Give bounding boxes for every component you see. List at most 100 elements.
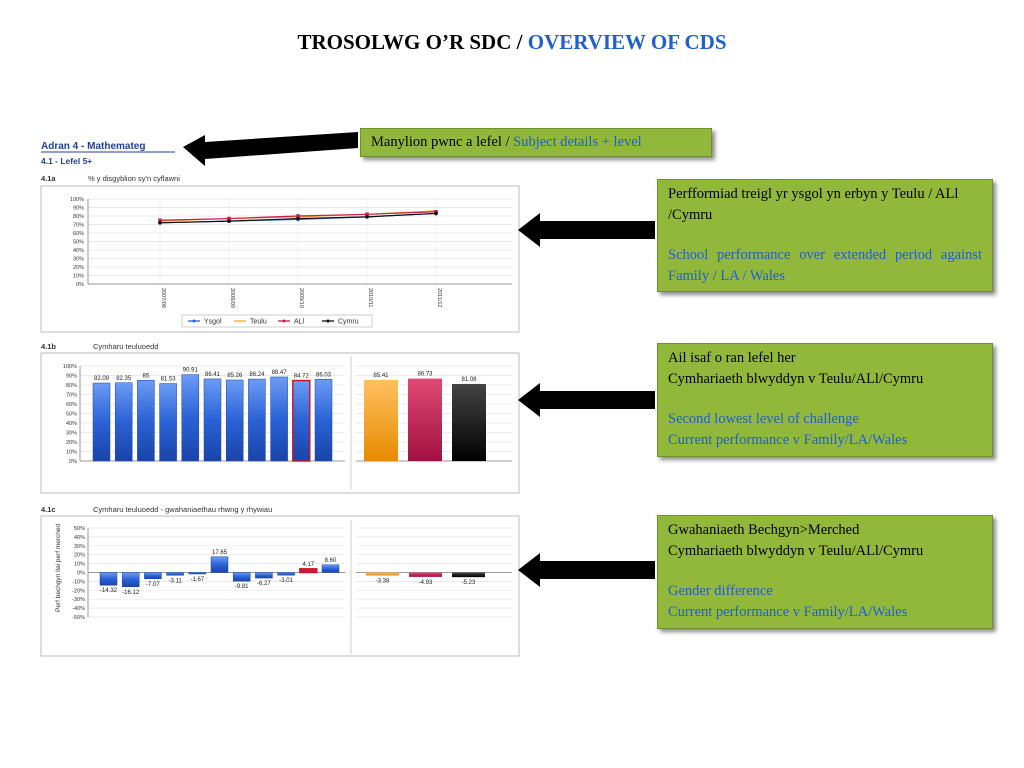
chart2-data-label: 86.73 [417,372,433,378]
chart3-data-label: 17.65 [212,550,228,556]
chart1-xtick-label: 2010/11 [367,288,373,307]
chart3-ylabel: Perf bechgyn llai perf merched [55,523,62,612]
chart3-family-bar [255,572,273,579]
chart3-data-label: 8.60 [325,558,337,564]
chart3-ytick-label: 30% [74,544,85,550]
chart3-data-label: -5.23 [462,580,476,586]
chart2-label: 4.1b [41,342,56,351]
chart2-data-label: 86.41 [205,372,221,378]
chart2-comparison-bar [408,378,442,461]
chart3-data-label: -1.67 [190,577,204,583]
report-subsection: 4.1 - Lefel 5+ [41,156,92,166]
chart2: 100% 90% 80% 70% 60% 50% 40% 30% 20% 10% 0% 82.09 82… [63,364,512,465]
callout1-welsh: Perfformiad treigl yr ysgol yn erbyn y T… [668,186,959,223]
callout2-welsh1: Ail isaf o ran lefel her [668,350,796,366]
chart1-title: % y disgyblion sy'n cyflawni [88,174,180,183]
chart2-ytick-label: 60% [66,402,77,408]
chart2-family-bar [292,379,311,462]
chart2-family-bar [137,380,155,462]
chart2-family-bar [181,374,200,462]
chart3-family-bar [188,572,207,575]
chart1-legend-entry: Cymru [338,319,359,326]
chart3-ytick-label: 0% [77,571,85,577]
chart2-ytick-label: 90% [66,374,77,380]
chart3-frame [40,515,520,657]
chart2-ytick-label: 10% [66,450,77,456]
chart3-data-label: -9.81 [235,584,249,590]
chart2-data-label: 86.03 [316,372,332,378]
chart3-comparison-bar [452,572,485,578]
chart3-family-bar [166,572,184,576]
chart3-data-label: -14.32 [100,588,118,594]
chart3-ytick-label: -50% [72,615,85,621]
chart1-point [158,218,162,223]
chart1-legend-entry: ALl [294,319,305,326]
callout3-english2: Current performance v Family/LA/Wales [668,603,908,620]
chart3-ytick-label: 20% [74,553,85,559]
chart1: 100% 90% 80% 70% 60% 50% 40% 30% 20% 10% 0% 2007/08… [70,197,512,328]
chart1-legend-marker [282,319,286,323]
chart1-ytick-label: 50% [73,240,84,246]
chart2-family-bar [159,383,177,462]
chart2-family-bar [92,382,111,462]
callout-subject-details: Manylion pwnc a lefel / Subject details … [360,128,712,157]
arrow-icon [183,132,358,166]
chart3-family-bar [144,572,162,580]
chart1-point [158,221,162,225]
chart2-ytick-label: 20% [66,440,77,446]
chart2-data-label: 85.41 [373,373,389,379]
chart2-data-label: 85 [143,373,150,379]
chart1-point [365,215,369,219]
chart2-data-label: 86.24 [249,372,265,378]
chart3-ytick-label: 10% [74,562,85,568]
chart1-xtick-label: 2011/12 [436,288,442,307]
report-section: Adran 4 - Mathemateg [41,141,145,152]
chart1-point [365,212,369,217]
chart3-data-label: -7.07 [146,582,160,588]
arrow-icon [518,383,655,417]
chart3-family-bar [232,572,251,582]
chart3: 50% 40% 30% 20% 10% 0% -10% -20% -30% -40% -50% -14… [72,526,512,621]
chart3-family-bar [299,568,318,574]
chart2-family-bar [114,382,133,462]
chart1-xtick-label: 2007/08 [160,288,166,308]
chart2-comparison-bar [364,379,398,461]
chart2-family-bar [270,376,288,462]
chart3-ytick-label: 40% [74,535,85,541]
chart3-ytick-label: -40% [72,606,85,612]
chart3-data-label: -3.38 [376,579,390,585]
chart1-legend-marker [192,319,196,323]
chart3-comparison-bar [409,572,442,577]
chart2-data-label: 90.91 [183,368,199,374]
chart3-family-bar [321,564,340,573]
callout2-english1: Second lowest level of challenge [668,411,859,427]
chart3-data-label: -3.11 [168,578,182,584]
callout-challenge-level: Ail isaf o ran lefel her Cymhariaeth blw… [657,343,993,457]
chart2-data-label: 82.09 [94,376,110,382]
chart2-ytick-label: 0% [69,459,77,465]
chart3-ytick-label: 50% [74,526,85,532]
chart3-label: 4.1c [41,505,56,514]
chart1-xtick-label: 2009/10 [298,288,304,308]
chart3-title: Cymharu teuluoedd - gwahaniaethau rhwng … [93,505,272,514]
chart1-point [227,219,231,223]
chart3-data-label: -16.12 [122,590,140,596]
chart3-data-label: -3.01 [279,578,293,584]
chart2-data-label: 82.35 [116,376,132,382]
chart2-ytick-label: 50% [66,412,77,418]
chart1-ytick-label: 30% [73,257,84,263]
chart2-family-bar [248,378,266,462]
chart3-data-label: -4.93 [419,580,433,586]
chart1-point [434,211,438,216]
callout-school-performance: Perfformiad treigl yr ysgol yn erbyn y T… [657,179,993,292]
chart3-ytick-label: -30% [72,597,85,603]
chart2-data-label: 88.47 [272,370,288,376]
chart1-ytick-label: 90% [73,206,84,212]
arrow-icon [518,213,655,247]
chart1-ytick-label: 40% [73,248,84,254]
callout2-english2: Current performance v Family/LA/Wales [668,431,908,448]
chart2-comparison-bar [452,383,486,461]
chart3-ytick-label: -20% [72,588,85,594]
chart3-family-bar [99,572,118,586]
chart1-ytick-label: 0% [76,282,84,288]
